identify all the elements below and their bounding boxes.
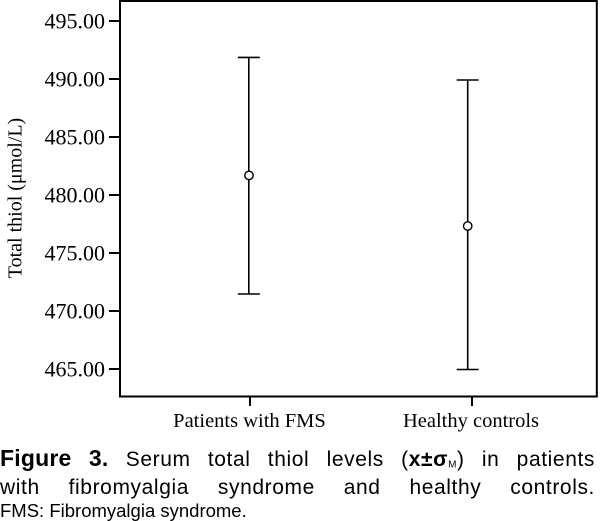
- svg-text:495.00: 495.00: [45, 9, 106, 34]
- svg-text:Healthy controls: Healthy controls: [403, 410, 539, 432]
- svg-text:480.00: 480.00: [45, 183, 106, 208]
- svg-text:Patients with FMS: Patients with FMS: [173, 410, 326, 432]
- svg-text:475.00: 475.00: [45, 241, 106, 266]
- svg-text:490.00: 490.00: [45, 67, 106, 92]
- svg-text:Total thiol (μmol/L): Total thiol (μmol/L): [5, 118, 27, 278]
- svg-text:485.00: 485.00: [45, 125, 106, 150]
- svg-text:470.00: 470.00: [45, 299, 106, 324]
- svg-text:465.00: 465.00: [45, 357, 106, 382]
